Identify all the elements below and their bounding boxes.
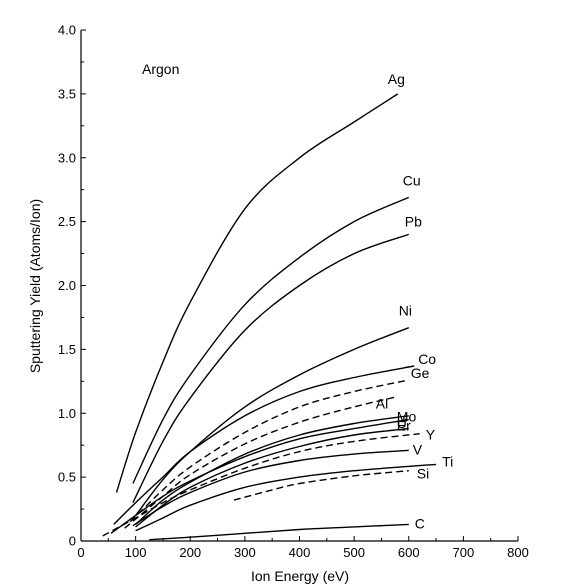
series-label-y: Y: [426, 427, 436, 443]
series-line-y: [102, 433, 420, 537]
series-line-cu: [132, 196, 410, 484]
x-tick-label: 700: [453, 545, 475, 560]
x-tick-label: 800: [507, 545, 529, 560]
series-label-pb: Pb: [405, 213, 422, 229]
y-tick-label: 2.5: [58, 214, 76, 229]
series-line-pb: [132, 233, 410, 504]
y-tick-label: 0: [69, 534, 76, 549]
y-tick-label: 1.0: [58, 406, 76, 421]
series-line-co: [113, 365, 415, 525]
series-label-al: Al: [376, 396, 388, 412]
series-line-ti: [135, 463, 437, 532]
series-line-ni: [135, 327, 410, 516]
series-label-si: Si: [417, 466, 429, 482]
y-axis-title: Sputtering Yield (Atoms/Ion): [27, 199, 43, 373]
y-tick-label: 4.0: [58, 23, 76, 38]
y-tick-label: 3.5: [58, 86, 76, 101]
series-line-ge: [129, 379, 409, 523]
series-line-ag: [115, 93, 399, 493]
x-tick-label: 600: [398, 545, 420, 560]
series-label-co: Co: [418, 351, 436, 367]
x-tick-label: 100: [125, 545, 147, 560]
chart-annotation: Argon: [142, 61, 179, 77]
series-label-ge: Ge: [411, 365, 430, 381]
x-tick-label: 500: [343, 545, 365, 560]
series-label-er: Er: [397, 418, 411, 434]
series-label-ag: Ag: [388, 71, 405, 87]
y-tick-label: 2.0: [58, 278, 76, 293]
series-label-mo: Mo: [397, 409, 417, 425]
series-line-v: [132, 449, 409, 527]
axes-group: 0 0.5 1.0 1.5 2.0 2.5 3.0 3.5 4.0 0 100 200 300 400 50…: [58, 23, 529, 561]
x-tick-label: 0: [77, 545, 84, 560]
series-line-al: [124, 395, 398, 529]
y-tick-label: 1.5: [58, 342, 76, 357]
series-label-ti: Ti: [442, 453, 453, 469]
series-label-ni: Ni: [399, 303, 412, 319]
series-line-si: [233, 470, 409, 501]
x-tick-label: 200: [179, 545, 201, 560]
series-line-u: [135, 415, 409, 525]
series-line-mo: [110, 418, 409, 534]
y-tick-label: 0.5: [58, 470, 76, 485]
x-axis-title: Ion Energy (eV): [251, 568, 349, 584]
series-label-u: U: [397, 415, 407, 431]
series-label-cu: Cu: [403, 172, 421, 188]
series-line-c: [149, 523, 409, 541]
x-tick-label: 400: [289, 545, 311, 560]
x-tick-label: 300: [234, 545, 256, 560]
series-line-er: [135, 427, 409, 528]
series-label-c: C: [415, 515, 425, 531]
series-label-v: V: [413, 441, 423, 457]
y-tick-label: 3.0: [58, 150, 76, 165]
